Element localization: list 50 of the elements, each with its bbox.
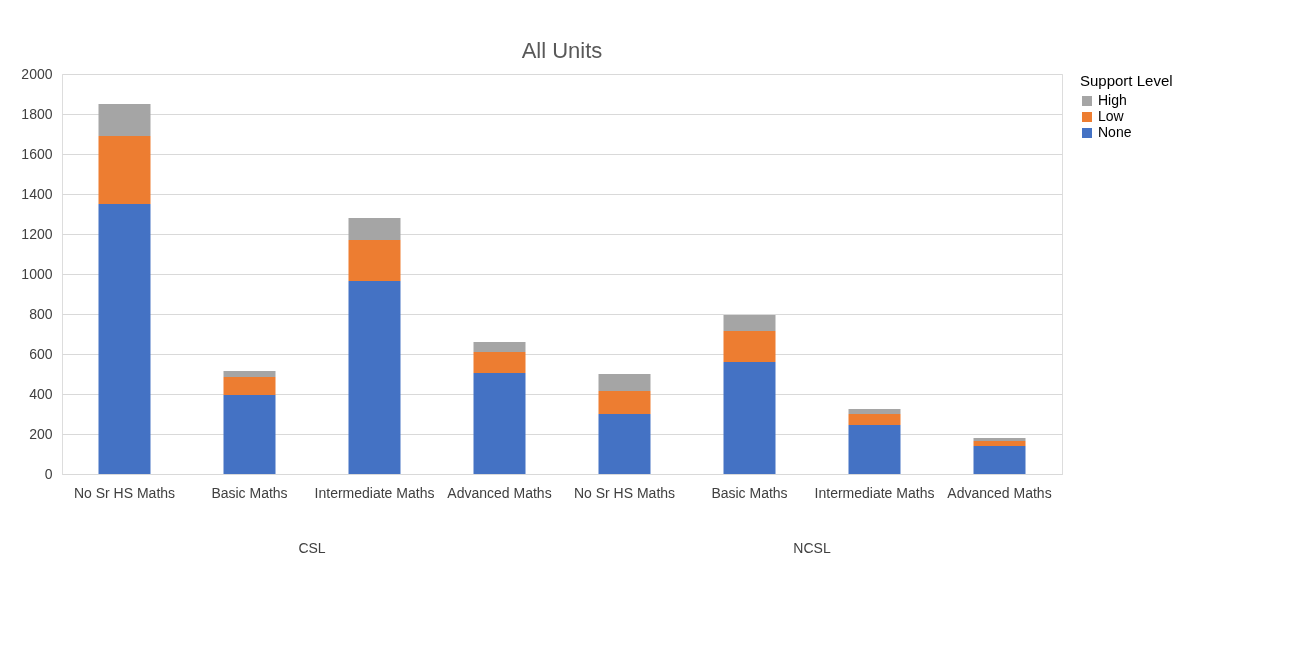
bar — [848, 425, 901, 474]
text: NCSL — [793, 540, 831, 556]
legend-label: High — [1098, 92, 1127, 108]
legend-title: Support Level — [1080, 72, 1173, 89]
legend-label: Low — [1098, 108, 1125, 124]
x-tick-label: Advanced Maths — [447, 484, 552, 501]
bar — [223, 371, 276, 377]
x-tick-label: No Sr HS Maths — [73, 484, 176, 501]
bar — [348, 281, 401, 474]
y-tick-label: 1200 — [21, 225, 53, 242]
bar — [598, 414, 651, 474]
chart-title: All Units — [521, 38, 603, 63]
bar — [473, 352, 526, 373]
x-tick-label: Basic Maths — [211, 484, 288, 501]
bar — [973, 446, 1026, 474]
bar — [223, 377, 276, 395]
bar — [848, 409, 901, 414]
legend-label: None — [1098, 124, 1132, 140]
x-tick-label: Basic Maths — [711, 484, 788, 501]
y-tick-label: 1800 — [21, 105, 53, 122]
bar — [223, 395, 276, 474]
y-tick-label: 1400 — [21, 185, 53, 202]
y-tick-label: 2000 — [21, 65, 53, 82]
bar — [723, 331, 776, 362]
bar — [348, 218, 401, 240]
bar — [973, 438, 1026, 441]
bar — [973, 441, 1026, 446]
y-tick-label: 1600 — [21, 145, 53, 162]
bar — [723, 362, 776, 474]
x-tick-label: Intermediate Maths — [814, 484, 935, 501]
y-tick-label: 0 — [44, 465, 53, 482]
bar — [348, 240, 401, 281]
y-tick-label: 600 — [29, 345, 53, 362]
y-tick-label: 400 — [29, 385, 53, 402]
bar — [473, 342, 526, 352]
bar — [473, 373, 526, 474]
x-tick-label: No Sr HS Maths — [573, 484, 676, 501]
x-tick-label: Advanced Maths — [947, 484, 1052, 501]
bar — [723, 315, 776, 331]
x-tick-label: Intermediate Maths — [314, 484, 435, 501]
y-tick-label: 1000 — [21, 265, 53, 282]
bar — [598, 374, 651, 391]
bar — [98, 136, 151, 204]
bar — [98, 204, 151, 474]
bar — [598, 391, 651, 414]
y-tick-label: 200 — [29, 425, 53, 442]
y-tick-label: 800 — [29, 305, 53, 322]
bar — [848, 414, 901, 425]
bar — [98, 104, 151, 136]
text: CSL — [298, 540, 326, 556]
